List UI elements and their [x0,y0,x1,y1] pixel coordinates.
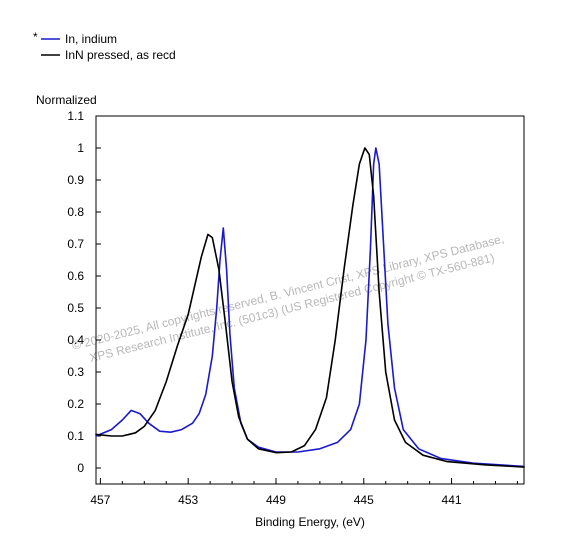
y-tick-label: 0.3 [67,365,84,379]
y-tick-label: 1.1 [67,109,84,123]
legend-label-inn: InN pressed, as recd [65,48,176,62]
x-tick-label: 453 [178,493,198,507]
watermark-line-2: XPS Research Institute, Inc. (501c3) (US… [88,251,496,365]
y-axis-title: Normalized [36,93,97,107]
x-axis: 457 453 449 445 441 [90,478,518,507]
series-layer [95,147,525,468]
legend-marker: * [33,30,38,44]
y-tick-label: 0.6 [67,269,84,283]
legend: * In, indium InN pressed, as recd [33,30,176,62]
y-tick-label: 0.2 [67,397,84,411]
x-tick-label: 441 [442,493,462,507]
y-tick-label: 0.9 [67,173,84,187]
y-tick-label: 0 [77,461,84,475]
watermark-line-1: © 2020-2025, All copyrights reserved, B.… [71,232,506,353]
y-tick-label: 1 [77,141,84,155]
y-tick-label: 0.4 [67,333,84,347]
y-tick-label: 0.8 [67,205,84,219]
legend-label-indium: In, indium [65,32,117,46]
x-tick-label: 457 [90,493,110,507]
x-axis-title: Binding Energy, (eV) [255,515,365,529]
x-tick-label: 445 [354,493,374,507]
y-tick-label: 0.5 [67,301,84,315]
y-axis: 0 0.1 0.2 0.3 0.4 0.5 0.6 0.7 0.8 0.9 1 1.1 [67,109,101,475]
watermark: © 2020-2025, All copyrights reserved, B.… [71,232,506,365]
y-tick-label: 0.7 [67,237,84,251]
plot-frame [95,115,525,485]
x-tick-label: 449 [266,493,286,507]
series-line-inn [95,147,525,468]
y-tick-label: 0.1 [67,429,84,443]
